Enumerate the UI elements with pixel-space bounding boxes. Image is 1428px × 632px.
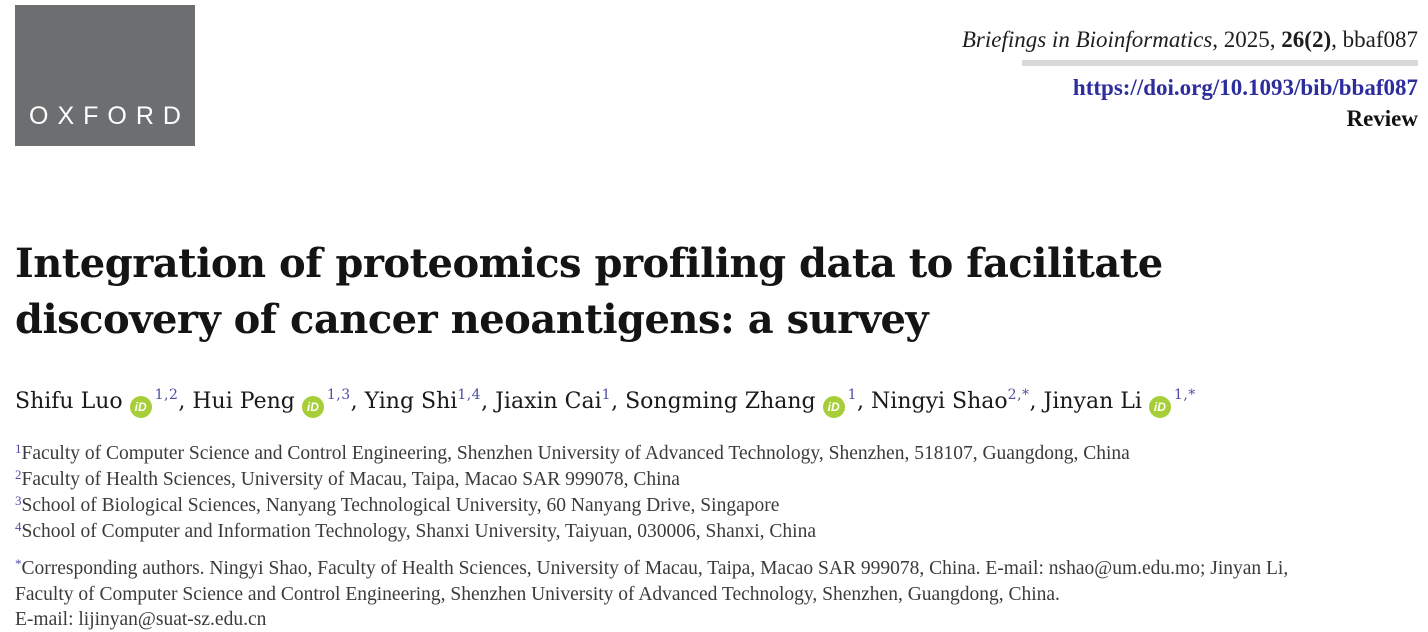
footnote-line3: E-mail: lijinyan@suat-sz.edu.cn [15, 609, 267, 630]
affiliation-row: 2Faculty of Health Sciences, University … [15, 467, 1130, 493]
affiliation-sup: 1 [15, 441, 22, 456]
author: Jinyan Li iD1,* [1043, 387, 1196, 418]
journal-citation: Briefings in Bioinformatics, 2025, 26(2)… [962, 27, 1418, 53]
journal-citation-sep: , 2025, [1212, 27, 1282, 52]
author-affiliation-sup: 1,3 [326, 387, 351, 403]
journal-citation-tail: , bbaf087 [1331, 27, 1418, 52]
doi-link[interactable]: https://doi.org/10.1093/bib/bbaf087 [1072, 75, 1418, 100]
author-affiliation-sup: 2,* [1007, 387, 1030, 403]
author-affiliation-sup: 1 [601, 387, 612, 403]
author-name: Shifu Luo [15, 389, 123, 414]
author-name: Ying Shi [364, 389, 458, 414]
author-name: Ningyi Shao [871, 389, 1008, 414]
orcid-icon[interactable]: iD [129, 396, 152, 418]
author-name: Jinyan Li [1043, 389, 1142, 414]
author-separator: , [350, 389, 365, 414]
affiliation-row: 3School of Biological Sciences, Nanyang … [15, 493, 1130, 519]
footnote-line2: Faculty of Computer Science and Control … [15, 584, 1060, 605]
affiliation-row: 4School of Computer and Information Tech… [15, 519, 1130, 545]
article-type-label: Review [1346, 106, 1418, 131]
author: Hui Peng iD1,3 [192, 387, 351, 418]
author-affiliation-sup: 1,2 [154, 387, 179, 403]
author-separator: , [481, 389, 496, 414]
orcid-icon[interactable]: iD [822, 396, 845, 418]
author-affiliation-sup: 1,4 [457, 387, 482, 403]
affiliation-list: 1Faculty of Computer Science and Control… [15, 441, 1130, 545]
author-affiliation-sup: 1,* [1173, 387, 1196, 403]
corresponding-author-footnote: *Corresponding authors. Ningyi Shao, Fac… [15, 556, 1288, 632]
oxford-logo: OXFORD [15, 5, 195, 146]
author-name: Songming Zhang [625, 389, 816, 414]
orcid-icon[interactable]: iD [1148, 396, 1171, 418]
footnote-line1-text: Corresponding authors. Ningyi Shao, Facu… [21, 558, 1289, 579]
author: Songming Zhang iD1 [625, 387, 858, 418]
journal-name: Briefings in Bioinformatics [961, 27, 1213, 52]
author: Ningyi Shao2,* [871, 387, 1030, 414]
affiliation-text: School of Computer and Information Techn… [21, 521, 817, 542]
paper-title: Integration of proteomics profiling data… [15, 236, 1163, 348]
footnote-line1: *Corresponding authors. Ningyi Shao, Fac… [15, 556, 1288, 582]
affiliation-sup: 4 [15, 519, 22, 534]
paper-title-line2: discovery of cancer neoantigens: a surve… [15, 296, 929, 343]
affiliation-sup: 3 [15, 493, 22, 508]
author-separator: , [1029, 389, 1044, 414]
oxford-logo-text: OXFORD [29, 102, 190, 130]
affiliation-text: Faculty of Computer Science and Control … [21, 443, 1130, 464]
author-name: Hui Peng [192, 389, 295, 414]
author: Ying Shi1,4 [364, 387, 482, 414]
author: Shifu Luo iD1,2 [15, 387, 179, 418]
author-separator: , [857, 389, 872, 414]
orcid-icon[interactable]: iD [301, 396, 324, 418]
author-separator: , [178, 389, 193, 414]
footnote-asterisk: * [15, 556, 22, 571]
affiliation-row: 1Faculty of Computer Science and Control… [15, 441, 1130, 467]
masthead-divider [1022, 60, 1418, 66]
author-name: Jiaxin Cai [495, 389, 602, 414]
affiliation-text: School of Biological Sciences, Nanyang T… [21, 495, 780, 516]
author-list: Shifu Luo iD1,2, Hui Peng iD1,3, Ying Shi1… [15, 387, 1196, 418]
author: Jiaxin Cai1 [495, 387, 612, 414]
author-affiliation-sup: 1 [847, 387, 858, 403]
author-separator: , [611, 389, 626, 414]
paper-title-line1: Integration of proteomics profiling data… [15, 240, 1163, 287]
affiliation-text: Faculty of Health Sciences, University o… [21, 469, 680, 490]
masthead: Briefings in Bioinformatics, 2025, 26(2)… [962, 27, 1418, 132]
affiliation-sup: 2 [15, 467, 22, 482]
journal-volume: 26(2) [1281, 27, 1332, 52]
